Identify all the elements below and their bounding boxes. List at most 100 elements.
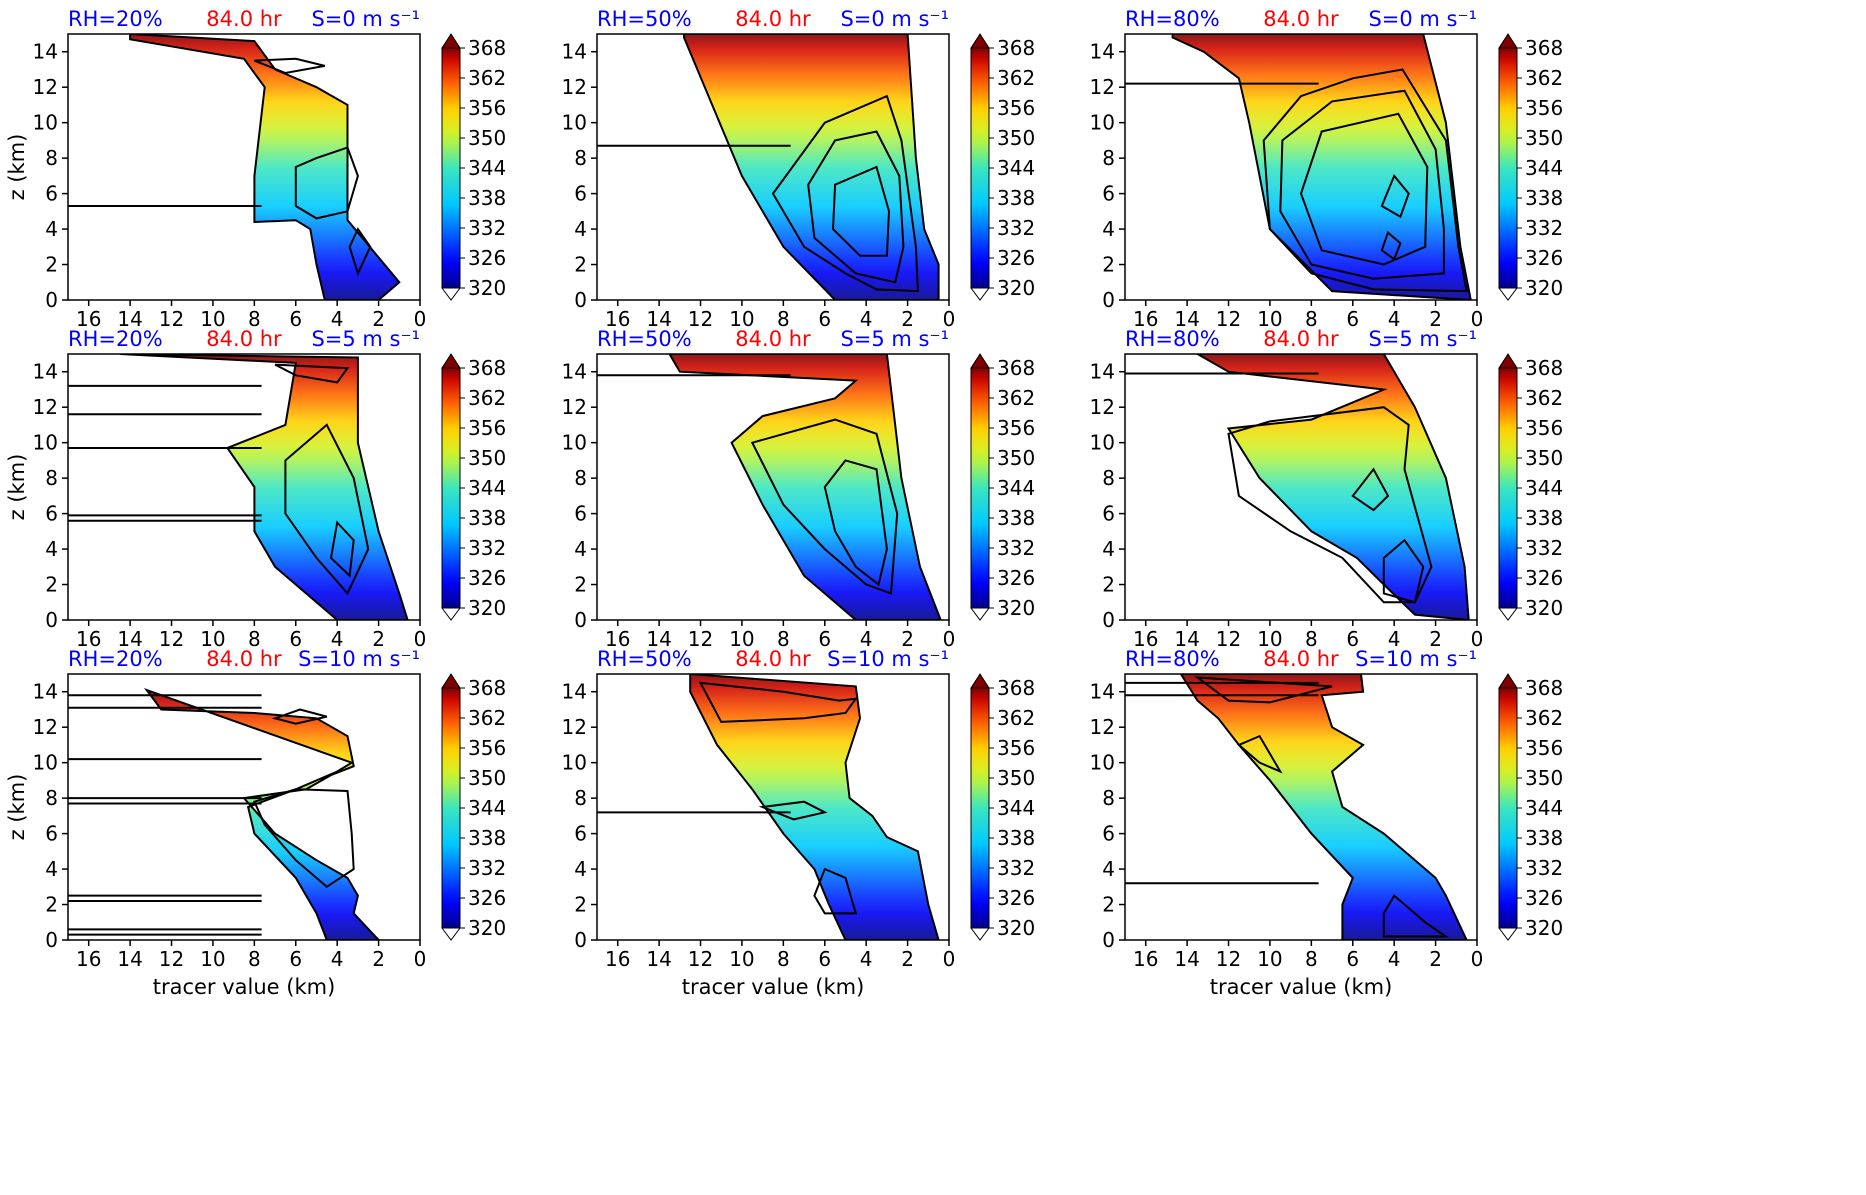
x-tick-label: 8 bbox=[777, 947, 790, 971]
x-tick-label: 0 bbox=[414, 307, 427, 331]
y-tick-label: 12 bbox=[1090, 715, 1115, 739]
colorbar-tick-label: 344 bbox=[1525, 156, 1563, 180]
x-tick-label: 6 bbox=[1346, 627, 1359, 651]
y-tick-label: 8 bbox=[1102, 146, 1115, 170]
time-label: 84.0 hr bbox=[1263, 647, 1339, 671]
panel-1-2: 16 14 12 10 8 6 4 2 0 14 12 10 8 6 4 2 0 RH=50% 84.0 hr S=0… bbox=[562, 7, 1036, 331]
colorbar-tick-label: 362 bbox=[468, 386, 506, 410]
panel-2-1: 16 14 12 10 8 6 4 2 0 14 12 10 8 6 4 2 0 RH=20% 84.0 hr S=5… bbox=[5, 327, 506, 651]
panel-3-1: 16 14 12 10 8 6 4 2 0 14 12 10 8 6 4 2 0 RH=20% 84.0 hr S=1… bbox=[5, 647, 506, 999]
rh-label: RH=50% bbox=[597, 647, 692, 671]
x-tick-label: 12 bbox=[688, 947, 713, 971]
y-tick-label: 12 bbox=[562, 715, 587, 739]
shear-label: S=10 m s⁻¹ bbox=[827, 647, 949, 671]
x-tick-label: 14 bbox=[117, 627, 142, 651]
x-tick-label: 2 bbox=[372, 627, 385, 651]
shear-label: S=10 m s⁻¹ bbox=[1355, 647, 1477, 671]
y-tick-label: 2 bbox=[574, 893, 587, 917]
contour-line bbox=[1237, 734, 1283, 774]
contour-line bbox=[284, 423, 370, 596]
x-tick-label: 8 bbox=[248, 947, 261, 971]
x-tick-label: 8 bbox=[1305, 307, 1318, 331]
axes-frame bbox=[67, 673, 421, 941]
x-axis-label: tracer value (km) bbox=[682, 975, 865, 999]
colorbar-extend-min bbox=[1498, 287, 1518, 301]
colorbar-tick-label: 332 bbox=[1525, 216, 1563, 240]
colorbar-extend-min bbox=[970, 607, 990, 621]
y-tick-label: 8 bbox=[45, 146, 58, 170]
x-tick-label: 4 bbox=[331, 947, 344, 971]
y-tick-label: 8 bbox=[45, 466, 58, 490]
time-label: 84.0 hr bbox=[735, 647, 811, 671]
shear-label: S=5 m s⁻¹ bbox=[311, 327, 420, 351]
y-tick-label: 2 bbox=[45, 893, 58, 917]
colorbar: 368 362 356 350 344 338 332 326 320 bbox=[441, 33, 506, 301]
contour-line bbox=[1351, 467, 1390, 512]
colorbar-tick-label: 344 bbox=[997, 156, 1035, 180]
colorbar-gradient bbox=[1498, 47, 1518, 289]
colorbar-tick-label: 320 bbox=[1525, 916, 1563, 940]
contour-line bbox=[771, 94, 919, 293]
y-tick-label: 6 bbox=[1102, 822, 1115, 846]
y-tick-label: 12 bbox=[1090, 75, 1115, 99]
colorbar-tick-label: 326 bbox=[468, 566, 506, 590]
x-tick-label: 14 bbox=[646, 307, 671, 331]
x-tick-label: 0 bbox=[943, 947, 956, 971]
panel-2-3: 16 14 12 10 8 6 4 2 0 14 12 10 8 6 4 2 0 RH=80% 84.0 hr S=5… bbox=[1090, 327, 1564, 651]
cloud-region bbox=[119, 354, 409, 620]
axes-frame bbox=[1124, 673, 1478, 941]
panel-3-3: 16 14 12 10 8 6 4 2 0 14 12 10 8 6 4 2 0 RH=80% 84.0 hr S=1… bbox=[1090, 647, 1564, 999]
colorbar-tick-label: 326 bbox=[468, 246, 506, 270]
y-tick-label: 0 bbox=[1102, 928, 1115, 952]
y-tick-label: 14 bbox=[1090, 680, 1115, 704]
colorbar-tick-label: 368 bbox=[997, 676, 1035, 700]
colorbar-gradient bbox=[1498, 367, 1518, 609]
x-tick-label: 2 bbox=[1429, 947, 1442, 971]
axes-frame bbox=[596, 353, 950, 621]
y-tick-label: 2 bbox=[1102, 253, 1115, 277]
x-tick-label: 4 bbox=[860, 307, 873, 331]
y-tick-label: 6 bbox=[45, 822, 58, 846]
colorbar-extend-min bbox=[970, 927, 990, 941]
panel-2-2: 16 14 12 10 8 6 4 2 0 14 12 10 8 6 4 2 0 RH=50% 84.0 hr S=5… bbox=[562, 327, 1036, 651]
y-axis-label: z (km) bbox=[5, 454, 29, 521]
y-tick-label: 14 bbox=[33, 40, 58, 64]
colorbar-tick-label: 344 bbox=[997, 796, 1035, 820]
x-tick-label: 2 bbox=[372, 307, 385, 331]
contour-line bbox=[1380, 173, 1410, 219]
y-tick-label: 10 bbox=[33, 751, 58, 775]
colorbar-tick-label: 350 bbox=[1525, 766, 1563, 790]
y-tick-label: 4 bbox=[1102, 857, 1115, 881]
contour-line bbox=[1227, 406, 1433, 604]
y-tick-label: 0 bbox=[574, 608, 587, 632]
y-tick-label: 14 bbox=[1090, 40, 1115, 64]
y-tick-label: 10 bbox=[33, 431, 58, 455]
shear-label: S=0 m s⁻¹ bbox=[311, 7, 420, 31]
colorbar-tick-label: 344 bbox=[468, 796, 506, 820]
y-tick-label: 10 bbox=[1090, 431, 1115, 455]
colorbar-tick-label: 350 bbox=[1525, 126, 1563, 150]
rh-label: RH=20% bbox=[68, 327, 163, 351]
colorbar-tick-label: 338 bbox=[1525, 826, 1563, 850]
y-tick-label: 14 bbox=[562, 360, 587, 384]
x-tick-label: 6 bbox=[289, 947, 302, 971]
colorbar-extend-min bbox=[970, 287, 990, 301]
contour-line bbox=[348, 227, 372, 277]
y-tick-label: 2 bbox=[1102, 893, 1115, 917]
x-tick-label: 16 bbox=[1133, 947, 1158, 971]
x-tick-label: 8 bbox=[1305, 627, 1318, 651]
x-tick-label: 16 bbox=[605, 627, 630, 651]
time-label: 84.0 hr bbox=[1263, 7, 1339, 31]
x-tick-label: 6 bbox=[818, 947, 831, 971]
x-tick-label: 12 bbox=[1216, 947, 1241, 971]
colorbar: 368 362 356 350 344 338 332 326 320 bbox=[441, 353, 506, 621]
colorbar-tick-label: 368 bbox=[1525, 356, 1563, 380]
x-tick-label: 10 bbox=[729, 947, 754, 971]
y-tick-label: 2 bbox=[574, 573, 587, 597]
x-tick-label: 6 bbox=[1346, 947, 1359, 971]
cloud-region bbox=[129, 34, 401, 300]
rh-label: RH=50% bbox=[597, 327, 692, 351]
contour-line bbox=[1279, 89, 1445, 280]
panel-3-2: 16 14 12 10 8 6 4 2 0 14 12 10 8 6 4 2 0 RH=50% 84.0 hr S=1… bbox=[562, 647, 1036, 999]
x-tick-label: 12 bbox=[1216, 627, 1241, 651]
